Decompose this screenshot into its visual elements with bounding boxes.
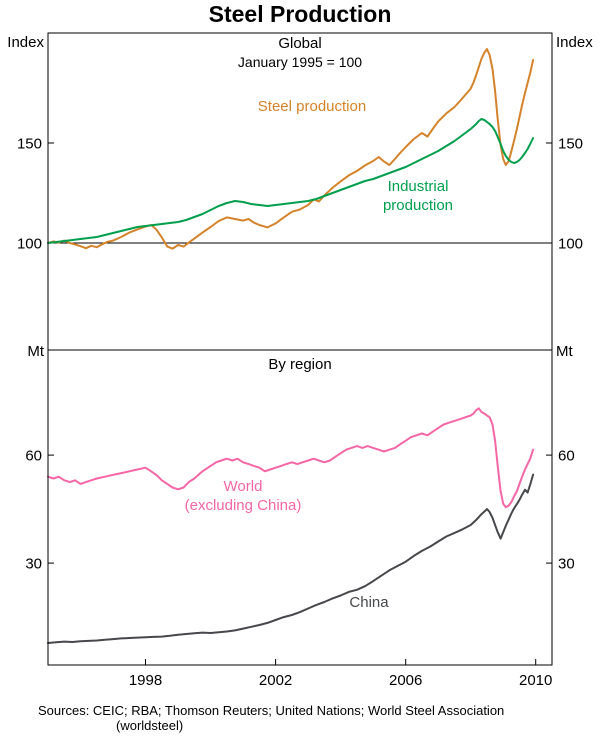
series-label-steel-production: Steel production <box>257 98 367 115</box>
y-tick-label-left: 100 <box>17 236 42 253</box>
y-tick-label-right: 150 <box>558 136 583 153</box>
chart-plot-area: 100 100 150 150 30 30 60 60 1998 2002 2006 2010 <box>17 32 583 689</box>
y-tick-label-right: 60 <box>558 448 575 465</box>
y-tick-label-right: 30 <box>558 556 575 573</box>
series-label-world-line2: (excluding China) <box>184 497 302 514</box>
sources-note: Sources: CEIC; RBA; Thomson Reuters; Uni… <box>38 703 505 733</box>
series-label-industrial-production: Industrial production <box>357 177 479 215</box>
series-line-china <box>47 473 535 644</box>
plot-frame <box>47 32 553 666</box>
top-panel-title: Global <box>278 35 322 52</box>
series-label-china: China <box>349 594 389 611</box>
y-axis-unit-bottom-left: Mt <box>27 343 44 360</box>
x-tick-label: 2006 <box>389 672 422 689</box>
x-tick-label: 2010 <box>519 672 552 689</box>
series-line-world-excluding-china <box>47 407 535 509</box>
bottom-panel-title: By region <box>268 356 332 373</box>
series-label-industrial-line2: production <box>382 197 454 214</box>
x-tick-label: 1998 <box>129 672 162 689</box>
chart-title: Steel Production <box>208 1 392 27</box>
series-label-world-ex-china: World (excluding China) <box>163 477 323 515</box>
series-label-industrial-line1: Industrial <box>387 178 449 195</box>
y-axis-unit-top-left: Index <box>7 34 44 51</box>
series-label-world-line1: World <box>223 478 263 495</box>
y-tick-label-left: 30 <box>25 556 42 573</box>
y-tick-label-left: 60 <box>25 448 42 465</box>
series-line-industrial-production <box>47 118 535 244</box>
y-tick-label-right: 100 <box>558 236 583 253</box>
y-tick-label-left: 150 <box>17 136 42 153</box>
x-tick-label: 2002 <box>259 672 292 689</box>
y-axis-unit-top-right: Index <box>556 34 593 51</box>
y-axis-unit-bottom-right: Mt <box>556 343 573 360</box>
series-line-steel-production <box>47 48 535 250</box>
top-panel-subtitle: January 1995 = 100 <box>237 54 363 70</box>
